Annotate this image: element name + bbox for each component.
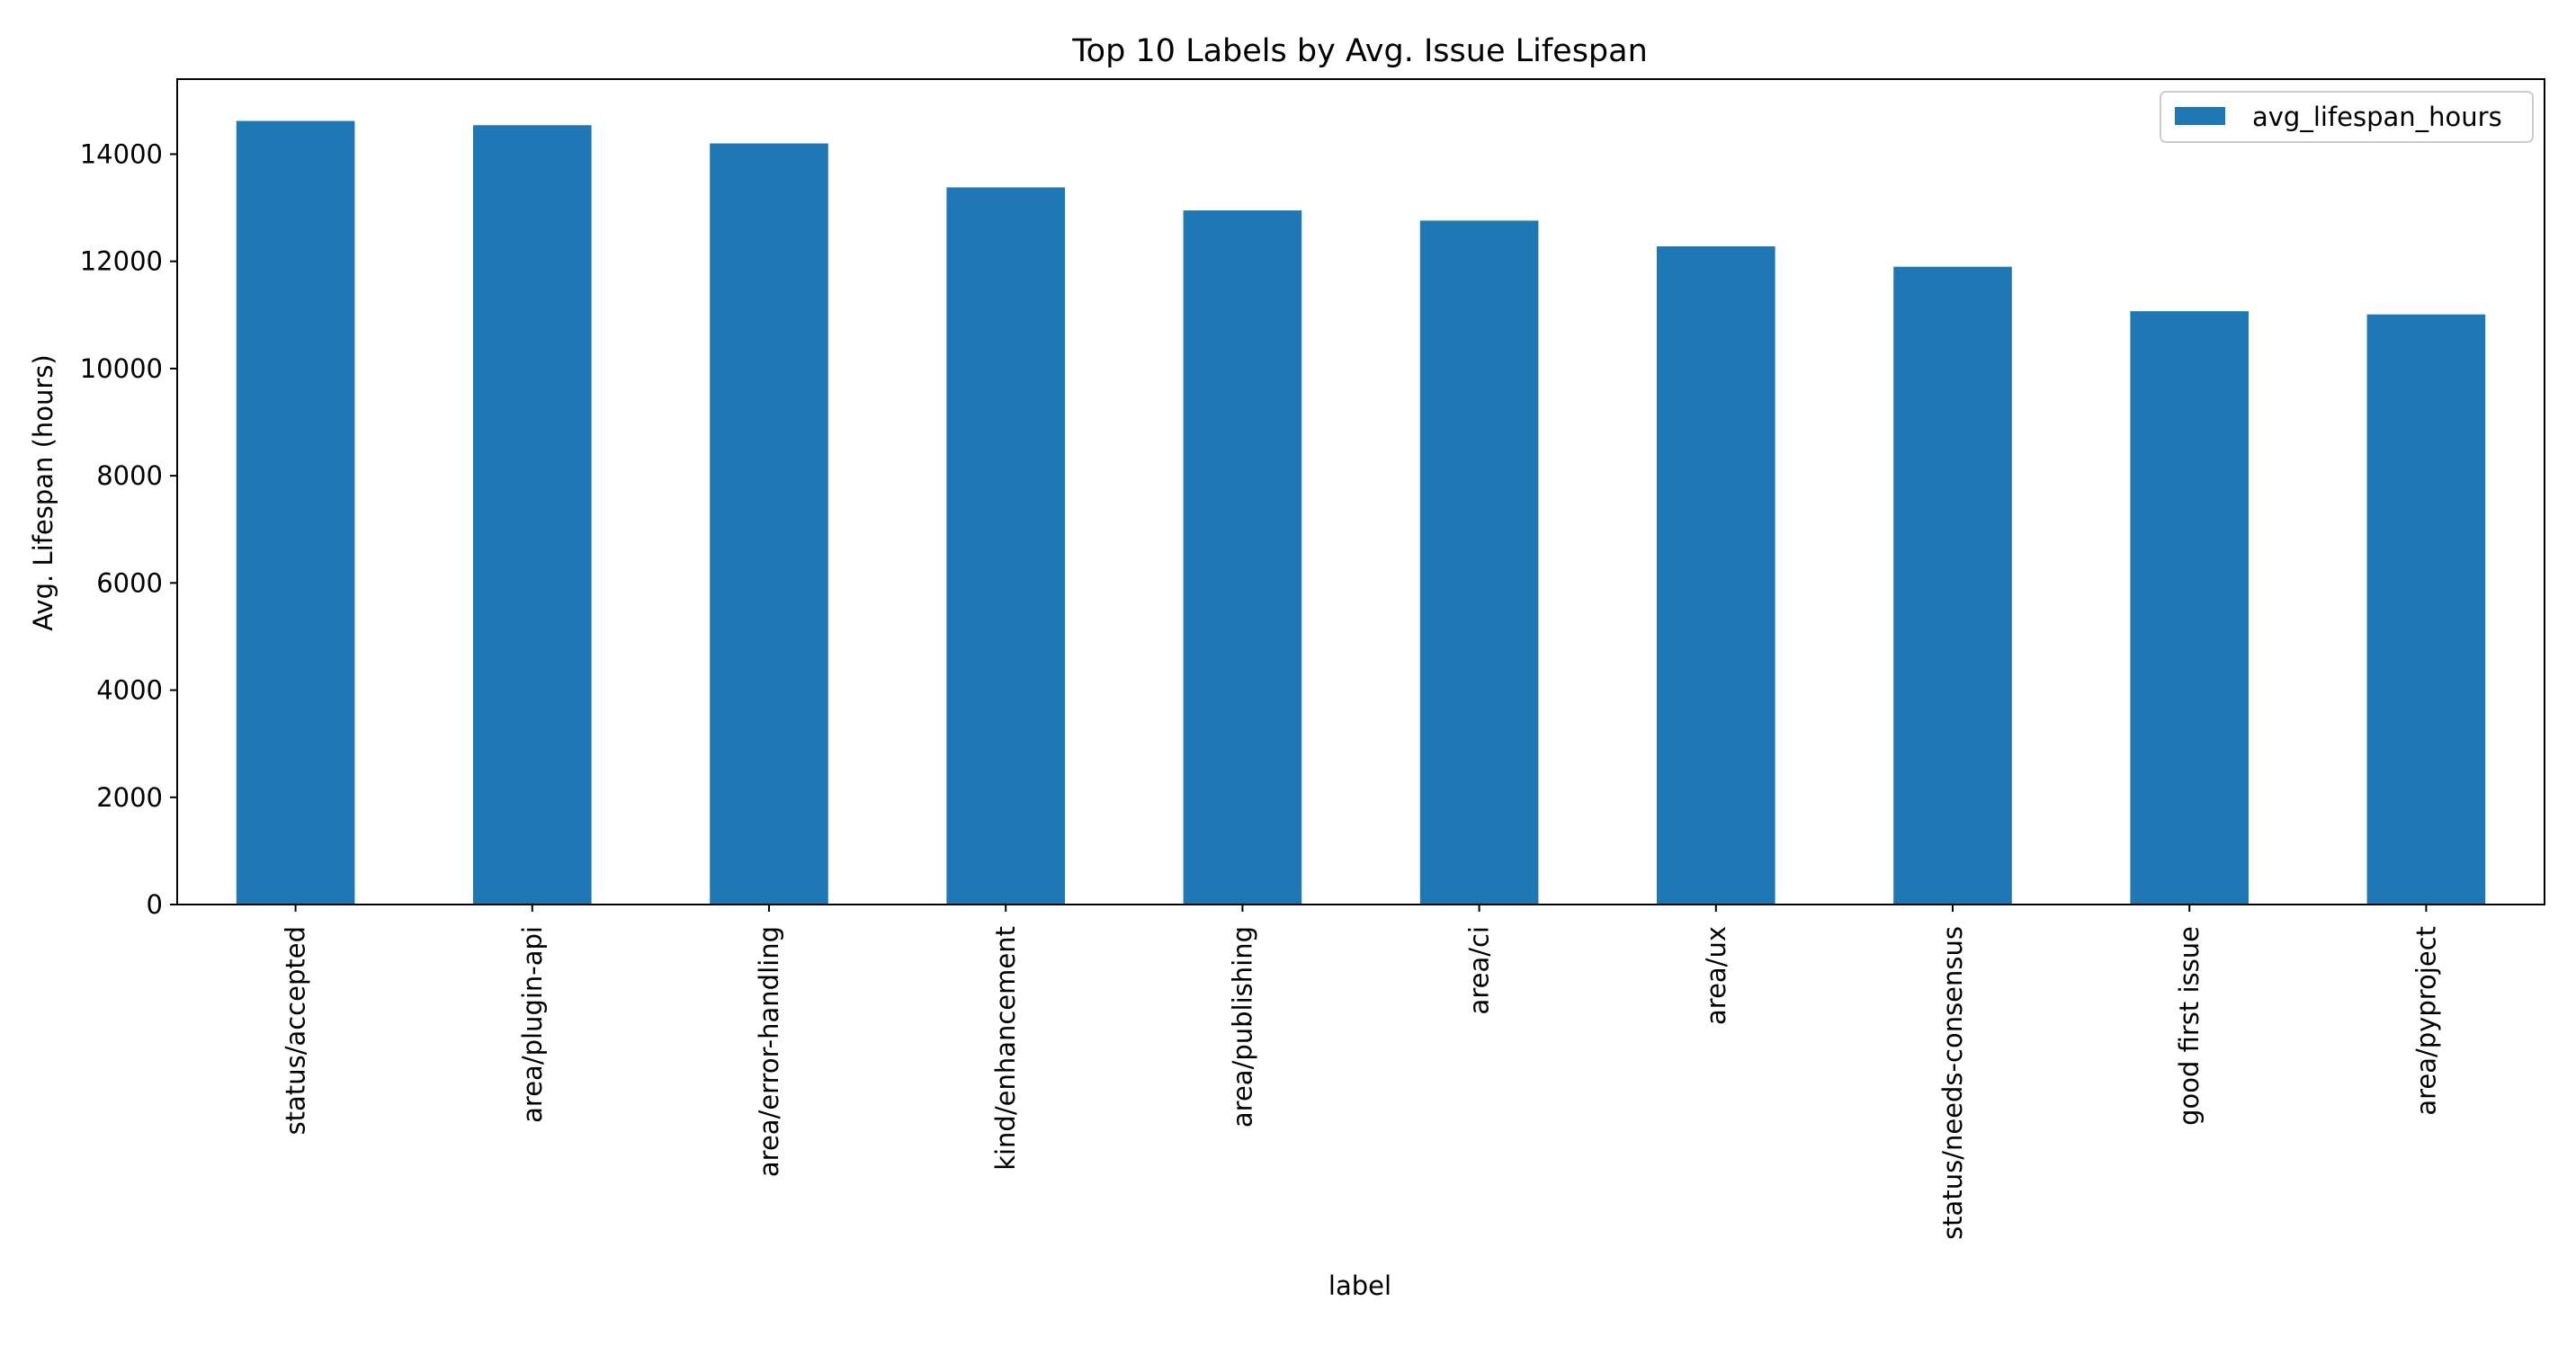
x-tick-label: good first issue [2174,926,2205,1126]
bar-7 [1893,266,2012,905]
y-tick-label: 0 [147,889,163,920]
x-axis-ticks: status/accepted area/plugin-api area/error… [281,905,2441,1240]
x-tick-label: area/error-handling [754,926,784,1177]
bar-2 [710,143,828,905]
bar-0 [236,120,355,905]
bars-group [236,120,2486,905]
bar-4 [1183,210,1302,905]
bar-5 [1419,220,1539,905]
bar-1 [473,125,592,905]
bar-8 [2130,311,2249,905]
x-tick-label: status/needs-consensus [1937,926,1968,1240]
plot-frame [176,78,2545,905]
chart-title: Top 10 Labels by Avg. Issue Lifespan [1071,33,1648,69]
x-tick-label: status/accepted [281,926,311,1135]
bar-6 [1657,245,1775,905]
bar-9 [2366,314,2486,905]
x-tick-label: area/ux [1701,926,1731,1025]
y-axis-label: Avg. Lifespan (hours) [28,354,58,630]
x-tick-label: area/publishing [1227,926,1257,1128]
y-axis-ticks: 0 2000 4000 6000 8000 10000 12000 14000 [80,138,177,920]
x-axis-label: label [1328,1270,1391,1301]
y-tick-label: 2000 [96,782,163,813]
y-tick-label: 6000 [96,567,163,598]
y-tick-label: 12000 [80,246,163,277]
y-tick-label: 14000 [80,138,163,169]
y-tick-label: 8000 [96,460,163,491]
y-tick-label: 4000 [96,675,163,706]
legend-label: avg_lifespan_hours [2252,102,2502,132]
x-tick-label: kind/enhancement [990,926,1021,1171]
legend-swatch [2175,107,2225,125]
y-tick-label: 10000 [80,353,163,384]
legend-frame [2160,91,2534,143]
x-tick-label: area/pyproject [2411,926,2441,1116]
bar-3 [946,187,1065,905]
x-tick-label: area/ci [1464,926,1495,1014]
x-tick-label: area/plugin-api [517,926,548,1123]
legend: avg_lifespan_hours [2160,91,2534,143]
